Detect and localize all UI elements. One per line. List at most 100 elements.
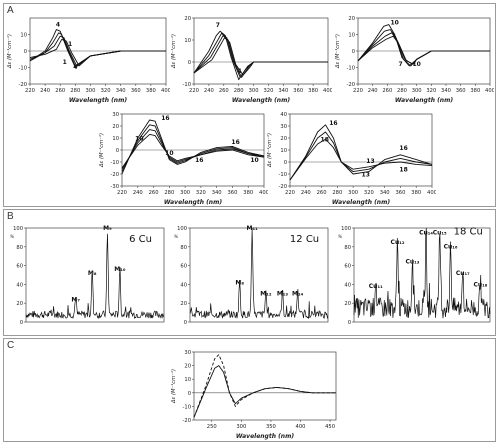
x-tick-label: 220: [25, 88, 35, 94]
y-tick-label: 0: [188, 391, 191, 397]
x-tick-label: 220: [189, 88, 199, 94]
y-tick-label: 80: [344, 245, 351, 251]
ms-chart-b2: 0 20 40 60 80 100% 12 Cu M₁₁ M₈ M₁₂ M₁₃ M₁₄: [174, 225, 329, 326]
plot-frame: [25, 227, 165, 323]
spectrum-trace: [189, 227, 329, 320]
series-line-2: [193, 365, 336, 418]
y-tick-label: 10: [20, 33, 27, 39]
annotation-label: 10: [250, 157, 258, 164]
y-tick-label: 20: [184, 16, 191, 22]
x-tick-label: 260: [317, 190, 327, 196]
y-tick-label: 0: [352, 49, 355, 55]
x-tick-label: 260: [55, 88, 65, 94]
x-tick-label: 240: [368, 88, 378, 94]
y-tick-label: 30: [184, 350, 191, 356]
x-tick-label: 280: [397, 88, 407, 94]
x-tick-label: 400: [259, 190, 268, 196]
series-line-1: [289, 124, 433, 181]
series-line-2: [121, 124, 265, 172]
ms-chart-b1: 0 20 40 60 80 100% 6 Cu M₉ M₈ M₁₀ M₇: [10, 225, 165, 326]
annotation-label: Cu₁₈: [474, 281, 488, 288]
y-tick-label: 80: [180, 245, 187, 251]
x-tick-label: 300: [249, 88, 259, 94]
annotation-label: Cu₁₁: [369, 283, 383, 290]
cd-chart-a5: -20 -10 0 10 20 30 40 220 240 260 280 300 320 340 360 3…: [267, 112, 436, 206]
annotation-label: M₁₀: [114, 266, 126, 273]
y-tick-label: 80: [16, 245, 23, 251]
y-tick-label: 60: [344, 264, 351, 270]
y-tick-label: -10: [183, 82, 191, 88]
x-tick-label: 360: [456, 88, 466, 94]
series-line-4: [29, 38, 166, 67]
x-tick-label: 340: [212, 190, 222, 196]
series-line-1: [121, 119, 265, 175]
annotation-label: M₈: [88, 270, 97, 277]
annotation-label: 6 Cu: [129, 234, 152, 245]
annotation-label: M₉: [103, 225, 112, 232]
x-tick-label: 300: [236, 424, 246, 430]
x-tick-label: 360: [227, 190, 237, 196]
cd-chart-a1: -20 -10 0 10 220 240 260 280 300 320 340 360 380 400 W…: [7, 17, 170, 104]
annotation-label: 4: [73, 64, 77, 71]
x-tick-label: 300: [85, 88, 95, 94]
y-axis-label: Δε (M⁻¹cm⁻¹): [171, 369, 177, 404]
annotation-label: 12 Cu: [290, 234, 319, 245]
plot-frame: [193, 351, 337, 421]
plot-frame: [193, 17, 329, 85]
y-tick-label: 20: [348, 16, 355, 22]
x-tick-label: 360: [131, 88, 141, 94]
y-tick-label: 0: [188, 60, 191, 66]
x-tick-label: 400: [485, 88, 494, 94]
annotation-label: Cu₁₂: [391, 239, 405, 246]
cd-chart-c: -20 -10 0 10 20 30 250 300 350 400 450 Wavelength (…: [171, 350, 337, 440]
x-tick-label: 400: [323, 88, 332, 94]
y-tick-label: 100: [341, 226, 351, 232]
y-tick-label: 10: [348, 33, 355, 39]
series-line-4: [357, 35, 490, 65]
x-tick-label: 320: [426, 88, 436, 94]
ms-chart-b3: 0 20 40 60 80 100% 18 Cu Cu₁₂ Cu₁₃ Cu₁₄ Cu₁₅ Cu₁₆ Cu…: [338, 226, 491, 326]
spectrum-trace: [353, 227, 491, 319]
annotation-label: 18: [321, 137, 329, 144]
annotation-label: Cu₁₅: [433, 230, 447, 237]
annotation-label: 16: [195, 157, 203, 164]
annotation-label: 10: [165, 150, 173, 157]
x-tick-label: 380: [411, 190, 421, 196]
y-tick-label: -10: [19, 66, 27, 72]
x-tick-label: 240: [301, 190, 311, 196]
spectrum-trace: [25, 233, 164, 320]
y-tick-label: 0: [116, 148, 119, 154]
y-tick-label: 0: [284, 160, 287, 166]
y-tick-label: 20: [180, 301, 187, 307]
annotation-label: 1: [63, 59, 67, 66]
y-tick-label: 0: [184, 320, 187, 326]
x-tick-label: 320: [364, 190, 374, 196]
annotation-label: 10: [135, 135, 143, 142]
annotation-label: 4: [56, 21, 60, 28]
y-tick-label: 10: [112, 136, 119, 142]
y-axis-label: %: [338, 234, 342, 240]
y-tick-label: -30: [111, 184, 119, 190]
x-tick-label: 260: [382, 88, 392, 94]
x-tick-label: 400: [296, 424, 306, 430]
y-axis-label: Δε (M⁻¹cm⁻¹): [7, 34, 13, 69]
x-tick-label: 280: [164, 190, 174, 196]
annotation-label: M₁₂: [260, 291, 272, 298]
annotation-label: 16: [231, 139, 239, 146]
y-tick-label: 30: [112, 112, 119, 118]
y-tick-label: 0: [348, 320, 351, 326]
x-tick-label: 380: [146, 88, 156, 94]
y-tick-label: -10: [279, 172, 287, 178]
y-axis-label: Δε (M⁻¹cm⁻¹): [99, 133, 105, 168]
annotation-label: M₁₄: [292, 291, 304, 298]
y-tick-label: 20: [112, 124, 119, 130]
x-tick-label: 220: [117, 190, 127, 196]
annotation-label: 13: [366, 158, 374, 165]
y-tick-label: -20: [279, 184, 287, 190]
series-line-2: [289, 131, 433, 181]
annotation-label: 16: [399, 145, 407, 152]
plot-frame: [189, 227, 329, 323]
panel-c: C: [3, 338, 496, 442]
x-tick-label: 250: [207, 424, 217, 430]
x-tick-label: 260: [219, 88, 229, 94]
